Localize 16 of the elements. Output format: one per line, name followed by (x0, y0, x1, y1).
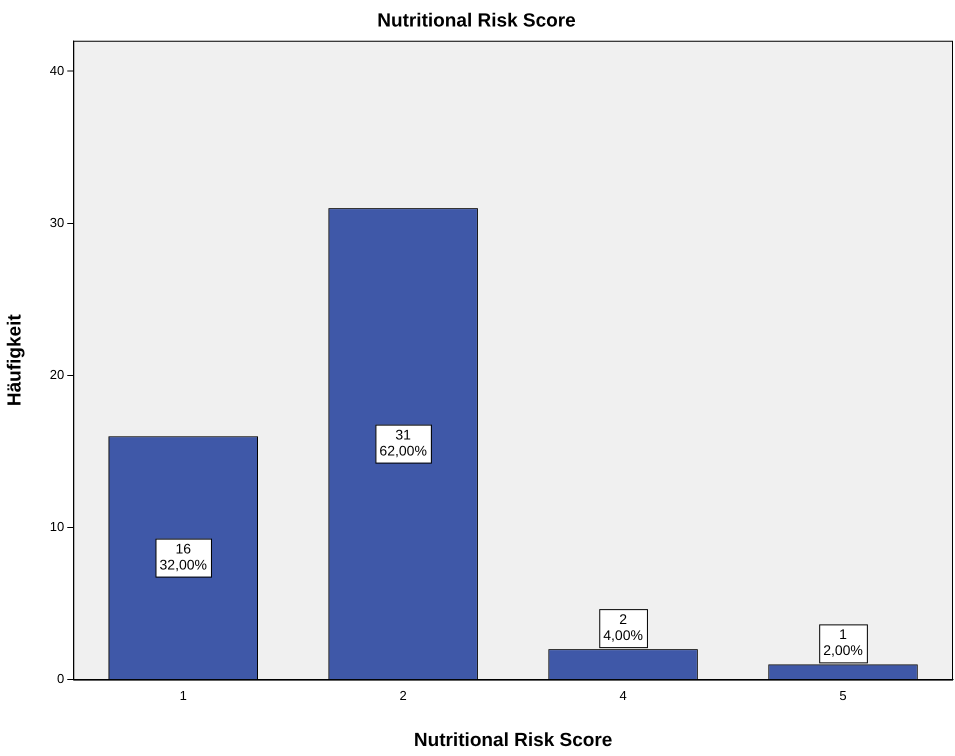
x-tick-label: 1 (180, 688, 187, 703)
data-label: 16 32,00% (159, 540, 207, 573)
x-tick-label: 2 (400, 688, 407, 703)
y-tick-label: 20 (50, 366, 64, 382)
data-label: 1 2,00% (823, 626, 863, 658)
x-axis-title: Nutritional Risk Score (414, 730, 612, 751)
y-tick-label: 40 (50, 62, 64, 78)
y-axis-title: Häufigkeit (4, 314, 26, 406)
y-tick-label: 30 (50, 214, 64, 230)
chart-title: Nutritional Risk Score (377, 10, 576, 32)
x-tick-label: 5 (839, 688, 847, 703)
y-tick-label: 0 (57, 671, 64, 686)
data-label: 31 62,00% (379, 426, 427, 458)
y-tick-label: 10 (50, 519, 64, 534)
x-tick-label: 4 (619, 688, 627, 703)
data-label: 2 4,00% (603, 611, 643, 644)
